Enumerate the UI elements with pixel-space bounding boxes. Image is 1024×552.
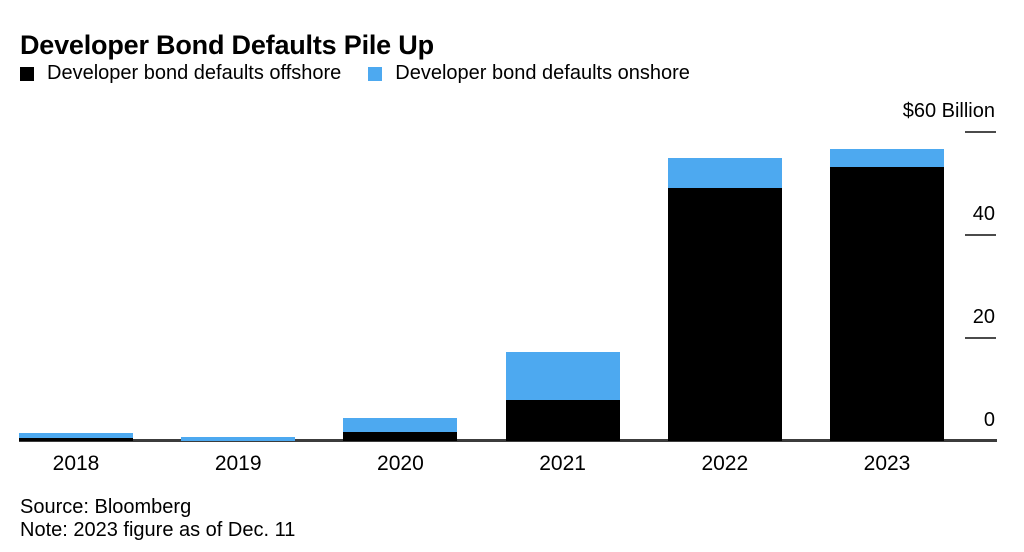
note-text: Note: 2023 figure as of Dec. 11 [20, 519, 296, 541]
x-tick-label-2023: 2023 [863, 452, 911, 475]
y-tick-line-60 [965, 131, 996, 133]
bar-segment-onshore-2022 [667, 158, 782, 189]
bar-segment-offshore-2023 [830, 166, 944, 441]
bar-2019 [181, 437, 296, 441]
legend-item-offshore: Developer bond defaults offshore [20, 62, 341, 85]
x-tick-label-2021: 2021 [539, 452, 586, 475]
legend-swatch-onshore [368, 66, 383, 81]
bar-segment-offshore-2018 [19, 438, 133, 441]
bar-2020 [343, 418, 458, 441]
legend-label-onshore: Developer bond defaults onshore [395, 62, 690, 84]
y-tick-label-60: $60 Billion [902, 100, 995, 122]
legend-item-onshore: Developer bond defaults onshore [368, 62, 690, 85]
x-tick-label-2018: 2018 [52, 452, 100, 475]
x-tick-label-2022: 2022 [701, 452, 749, 475]
footnotes: Source: Bloomberg Note: 2023 figure as o… [20, 496, 295, 542]
bar-segment-offshore-2020 [343, 432, 458, 441]
y-tick-label-20: 20 [972, 306, 995, 328]
chart-title: Developer Bond Defaults Pile Up [20, 30, 434, 61]
bar-segment-offshore-2022 [667, 188, 782, 441]
bar-segment-onshore-2021 [505, 351, 620, 400]
bar-2018 [19, 433, 133, 441]
bar-segment-onshore-2018 [19, 433, 133, 439]
y-tick-line-20 [965, 337, 996, 339]
x-tick-label-2020: 2020 [377, 452, 424, 475]
bar-segment-offshore-2021 [505, 399, 620, 441]
bar-segment-onshore-2020 [343, 418, 458, 433]
bar-2023 [830, 149, 944, 441]
y-tick-label-0: 0 [983, 409, 995, 431]
bar-segment-onshore-2019 [181, 437, 296, 441]
bar-2021 [505, 351, 620, 441]
bar-segment-onshore-2023 [830, 149, 944, 167]
legend: Developer bond defaults offshore Develope… [20, 62, 690, 85]
x-tick-label-2019: 2019 [214, 452, 262, 475]
legend-swatch-offshore [20, 66, 34, 81]
y-tick-line-40 [965, 234, 996, 236]
bar-2022 [667, 158, 782, 441]
y-tick-label-40: 40 [972, 203, 995, 225]
source-text: Source: Bloomberg [20, 496, 192, 518]
legend-label-offshore: Developer bond defaults offshore [47, 62, 342, 84]
